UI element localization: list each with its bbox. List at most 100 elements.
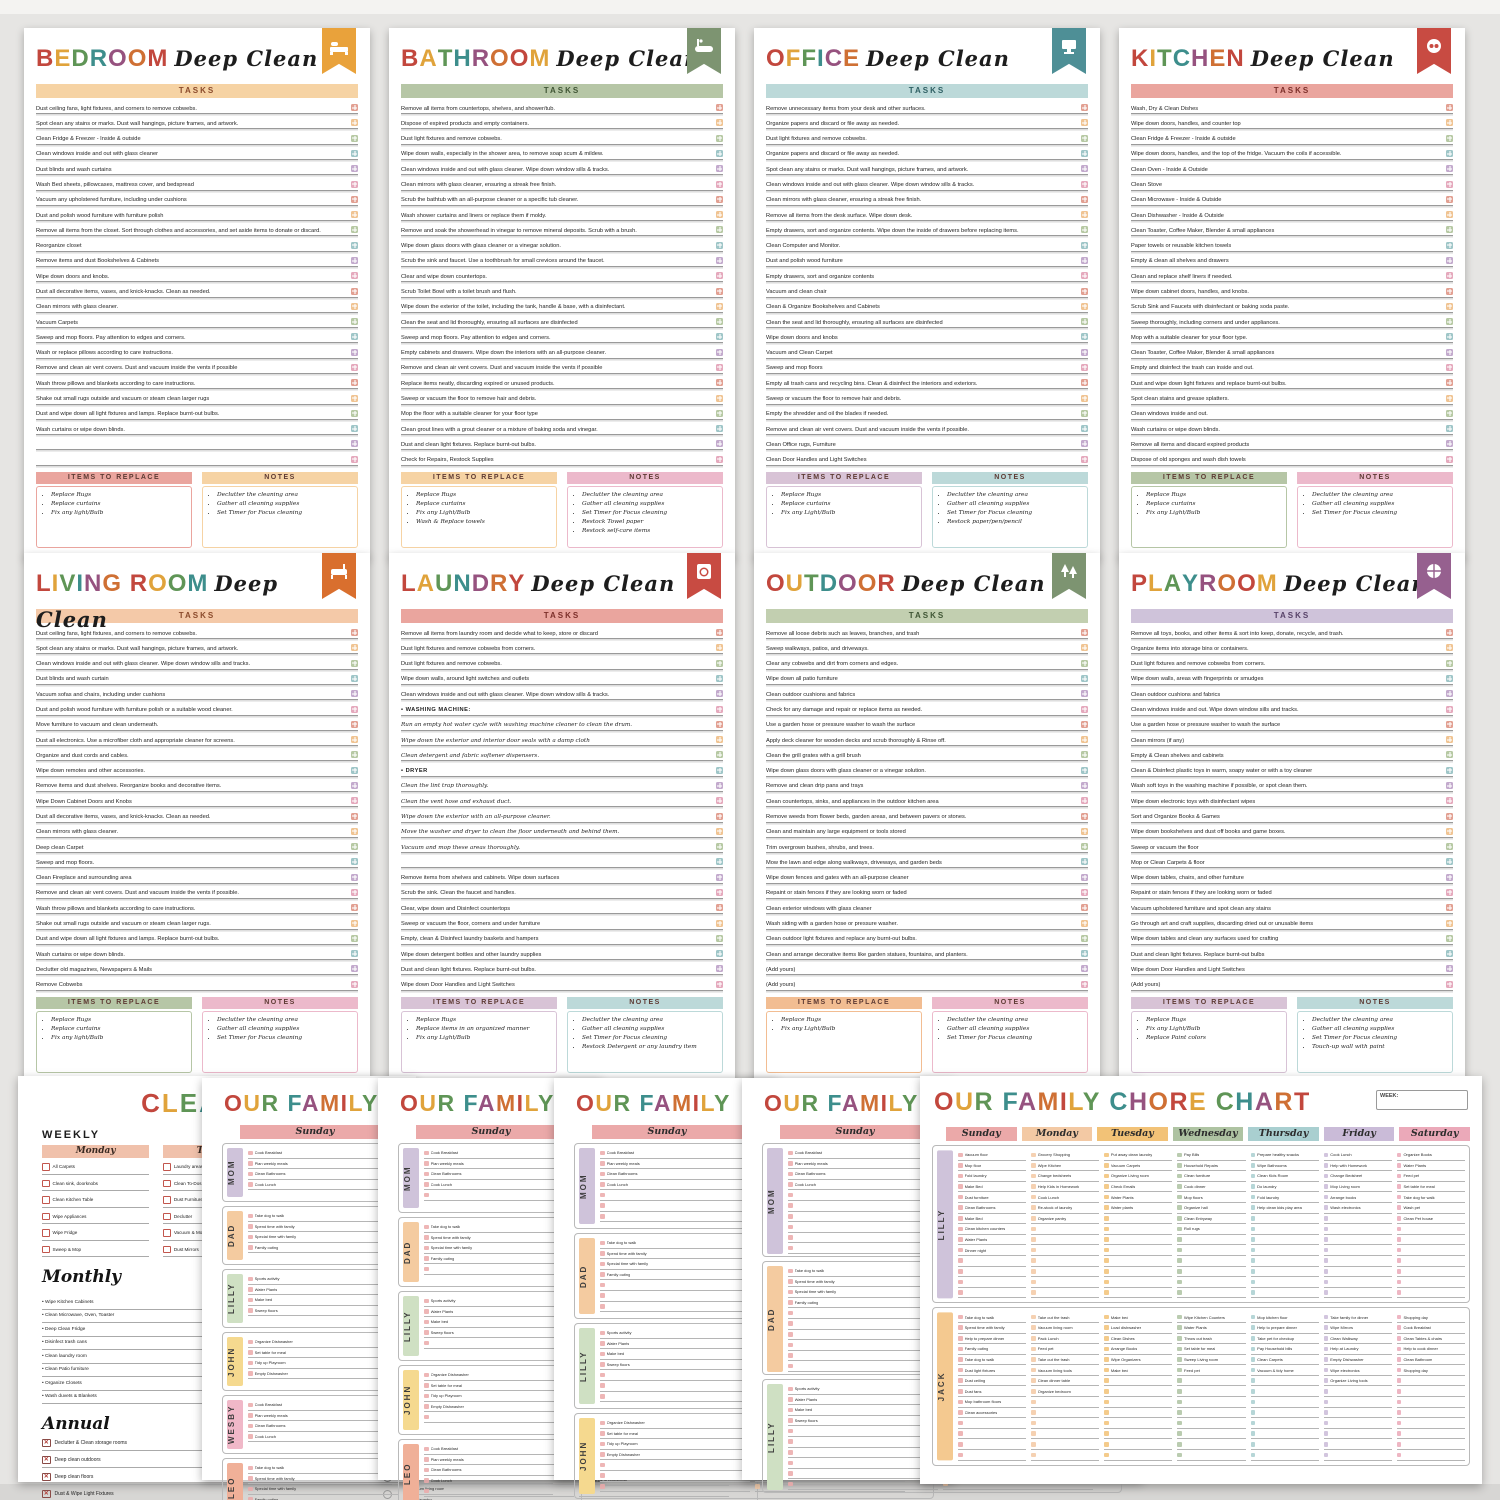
chore-checkbox[interactable] bbox=[788, 1310, 793, 1316]
task-checkbox[interactable] bbox=[1446, 318, 1453, 326]
chore-checkbox[interactable] bbox=[1250, 1410, 1256, 1415]
task-checkbox[interactable] bbox=[1081, 705, 1088, 713]
chore-checkbox[interactable] bbox=[958, 1216, 963, 1221]
task-checkbox[interactable] bbox=[1446, 241, 1453, 249]
chore-checkbox[interactable] bbox=[958, 1431, 963, 1436]
chore-checkbox[interactable] bbox=[1323, 1410, 1329, 1415]
task-checkbox[interactable] bbox=[351, 950, 358, 958]
task-checkbox[interactable] bbox=[1446, 195, 1453, 203]
chore-checkbox[interactable] bbox=[424, 1192, 429, 1198]
task-checkbox[interactable] bbox=[716, 629, 723, 637]
chore-checkbox[interactable] bbox=[1104, 1420, 1109, 1426]
chore-checkbox[interactable] bbox=[248, 1350, 253, 1355]
chore-checkbox[interactable] bbox=[958, 1269, 963, 1274]
task-checkbox[interactable] bbox=[716, 379, 723, 387]
chore-checkbox[interactable] bbox=[958, 1247, 963, 1253]
chore-checkbox[interactable] bbox=[1104, 1184, 1109, 1189]
chore-checkbox[interactable] bbox=[958, 1388, 963, 1394]
chore-checkbox[interactable] bbox=[1323, 1163, 1329, 1168]
chore-checkbox[interactable] bbox=[424, 1383, 429, 1388]
chore-checkbox[interactable] bbox=[788, 1150, 793, 1156]
task-checkbox[interactable] bbox=[716, 409, 723, 417]
task-checkbox[interactable] bbox=[351, 195, 358, 203]
task-checkbox[interactable] bbox=[1081, 226, 1088, 234]
chore-checkbox[interactable] bbox=[1031, 1388, 1036, 1394]
chore-checkbox[interactable] bbox=[788, 1342, 793, 1348]
chore-checkbox[interactable] bbox=[788, 1214, 793, 1219]
chore-checkbox[interactable] bbox=[1396, 1269, 1402, 1274]
chore-checkbox[interactable] bbox=[1104, 1346, 1109, 1352]
chore-checkbox[interactable] bbox=[248, 1465, 253, 1471]
chore-checkbox[interactable] bbox=[1250, 1357, 1256, 1362]
checked-checkbox[interactable]: ✕ bbox=[42, 1472, 51, 1482]
task-checkbox[interactable] bbox=[1446, 287, 1453, 295]
task-checkbox[interactable] bbox=[1446, 425, 1453, 433]
chore-checkbox[interactable] bbox=[424, 1171, 429, 1177]
task-checkbox[interactable] bbox=[351, 302, 358, 310]
chore-checkbox[interactable] bbox=[1177, 1184, 1183, 1189]
chore-checkbox[interactable] bbox=[958, 1173, 963, 1179]
task-checkbox[interactable] bbox=[1081, 455, 1088, 463]
task-checkbox[interactable] bbox=[351, 226, 358, 234]
chore-checkbox[interactable] bbox=[1104, 1431, 1109, 1436]
chore-checkbox[interactable] bbox=[1177, 1336, 1183, 1341]
chore-checkbox[interactable] bbox=[1177, 1388, 1183, 1394]
chore-checkbox[interactable] bbox=[958, 1184, 963, 1189]
chore-checkbox[interactable] bbox=[248, 1297, 253, 1303]
task-checkbox[interactable] bbox=[1081, 950, 1088, 958]
chore-checkbox[interactable] bbox=[248, 1402, 253, 1408]
task-checkbox[interactable] bbox=[351, 119, 358, 127]
task-checkbox[interactable] bbox=[351, 379, 358, 387]
chore-checkbox[interactable] bbox=[1250, 1346, 1256, 1352]
chore-checkbox[interactable] bbox=[1396, 1357, 1402, 1362]
chore-checkbox[interactable] bbox=[1104, 1237, 1109, 1242]
chore-checkbox[interactable] bbox=[958, 1378, 963, 1383]
task-checkbox[interactable] bbox=[1081, 675, 1088, 683]
task-checkbox[interactable] bbox=[1446, 843, 1453, 851]
chore-checkbox[interactable] bbox=[1031, 1399, 1036, 1405]
task-checkbox[interactable] bbox=[1446, 348, 1453, 356]
task-checkbox[interactable] bbox=[716, 302, 723, 310]
chore-checkbox[interactable] bbox=[788, 1450, 793, 1455]
task-checkbox[interactable] bbox=[1446, 950, 1453, 958]
chore-checkbox[interactable] bbox=[1323, 1290, 1329, 1295]
task-checkbox[interactable] bbox=[1446, 919, 1453, 927]
chore-checkbox[interactable] bbox=[600, 1261, 605, 1267]
chore-checkbox[interactable] bbox=[600, 1462, 605, 1468]
task-checkbox[interactable] bbox=[351, 812, 358, 820]
chore-checkbox[interactable] bbox=[958, 1314, 963, 1320]
task-checkbox[interactable] bbox=[716, 919, 723, 927]
task-checkbox[interactable] bbox=[716, 257, 723, 264]
task-checkbox[interactable] bbox=[351, 629, 358, 637]
chore-checkbox[interactable] bbox=[1396, 1216, 1402, 1221]
chore-checkbox[interactable] bbox=[1104, 1247, 1109, 1253]
chore-checkbox[interactable] bbox=[424, 1457, 429, 1462]
chore-checkbox[interactable] bbox=[1177, 1205, 1183, 1211]
chore-checkbox[interactable] bbox=[1031, 1173, 1036, 1179]
chore-checkbox[interactable] bbox=[1031, 1314, 1036, 1320]
task-checkbox[interactable] bbox=[1446, 736, 1453, 744]
chore-checkbox[interactable] bbox=[788, 1397, 793, 1402]
chore-checkbox[interactable] bbox=[958, 1325, 963, 1330]
task-checkbox[interactable] bbox=[351, 180, 358, 188]
task-checkbox[interactable] bbox=[1446, 363, 1453, 371]
task-checkbox[interactable] bbox=[716, 440, 723, 448]
task-checkbox[interactable] bbox=[1446, 858, 1453, 866]
task-checkbox[interactable] bbox=[1446, 394, 1453, 402]
chore-checkbox[interactable] bbox=[1323, 1431, 1329, 1436]
task-checkbox[interactable] bbox=[351, 134, 358, 142]
task-checkbox[interactable] bbox=[716, 134, 723, 142]
chore-checkbox[interactable] bbox=[958, 1258, 963, 1264]
task-checkbox[interactable] bbox=[1081, 934, 1088, 942]
task-checkbox[interactable] bbox=[1081, 873, 1088, 881]
chore-checkbox[interactable] bbox=[958, 1290, 963, 1295]
chore-checkbox[interactable] bbox=[755, 1484, 760, 1489]
chore-checkbox[interactable] bbox=[424, 1446, 429, 1452]
chore-checkbox[interactable] bbox=[1323, 1336, 1329, 1341]
chore-checkbox[interactable] bbox=[248, 1308, 253, 1313]
task-checkbox[interactable] bbox=[1446, 644, 1453, 652]
chore-checkbox[interactable] bbox=[958, 1410, 963, 1415]
task-checkbox[interactable] bbox=[716, 211, 723, 219]
chore-checkbox[interactable] bbox=[248, 1497, 253, 1500]
chore-checkbox[interactable] bbox=[1396, 1258, 1402, 1264]
